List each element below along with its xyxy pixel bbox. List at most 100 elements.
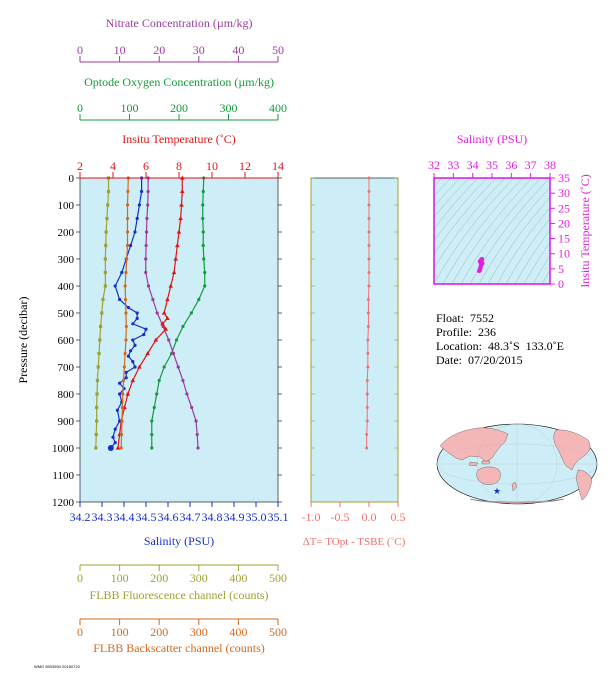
oxygen-point	[201, 230, 205, 234]
footer-id: WMO 5903594 20150720	[34, 664, 80, 669]
ts-yaxis-label: Insitu Temperature (˚C)	[578, 174, 592, 288]
backscatter-tick-label: 100	[111, 625, 129, 639]
profile-series-layer	[94, 175, 207, 451]
backscatter-point	[119, 432, 124, 437]
backscatter-tick-label: 500	[269, 625, 287, 639]
salinity-point	[135, 216, 139, 221]
oxygen-point	[201, 203, 205, 207]
pressure-tick-label: 100	[58, 200, 75, 212]
ts-isopycnal	[434, 178, 506, 269]
nitrate-point	[144, 230, 149, 234]
salinity-point	[113, 441, 117, 445]
temperature-point	[115, 445, 121, 450]
pressure-tick-label: 1200	[52, 497, 75, 509]
backscatter-point	[125, 216, 130, 221]
ts-ytick-label: 30	[558, 186, 570, 200]
delta-t-point	[365, 379, 369, 382]
oxygen-point	[201, 216, 205, 221]
fluorescence-point	[94, 446, 98, 450]
fluorescence-point	[95, 378, 100, 383]
salinity-tick-label: 34.5	[136, 510, 157, 524]
temperature-tick-label: 10	[206, 159, 218, 173]
fluorescence-tick-label: 0	[77, 571, 83, 585]
backscatter-tick-label: 400	[229, 625, 247, 639]
salinity-point	[133, 343, 137, 347]
backscatter-point	[120, 419, 124, 423]
nitrate-point	[144, 270, 148, 275]
temperature-point	[145, 351, 150, 356]
fluorescence-tick-label: 300	[190, 571, 208, 585]
temperature-point	[175, 243, 180, 248]
temperature-point	[160, 321, 165, 326]
ts-isopycnal	[496, 207, 550, 284]
oxygen-point	[201, 243, 205, 248]
salinity-tick-label: 35.1	[268, 510, 289, 524]
ts-isopycnal	[460, 178, 542, 284]
ts-ytick-label: 35	[558, 171, 570, 185]
backscatter-point	[125, 257, 129, 261]
salinity-tick-label: 34.4	[114, 510, 135, 524]
oxygen-tick-label: 0	[77, 101, 83, 115]
salinity-tick-label: 34.2	[70, 510, 91, 524]
fluorescence-point	[94, 432, 98, 437]
nitrate-point	[145, 216, 149, 221]
backscatter-point	[126, 189, 130, 194]
oxygen-point	[162, 365, 166, 369]
ts-ytick-label: 20	[558, 216, 570, 230]
ts-xaxis-label: Salinity (PSU)	[457, 132, 527, 146]
oxygen-point	[181, 324, 185, 329]
salinity-point	[131, 338, 135, 342]
delta-t-point	[367, 176, 371, 180]
temperature-point	[130, 378, 136, 383]
ts-points-layer	[477, 256, 485, 274]
nitrate-point	[195, 432, 199, 437]
delta-t-point	[366, 338, 370, 342]
ts-isopycnal	[434, 178, 452, 197]
oxygen-point	[202, 257, 206, 261]
fluorescence-point	[103, 257, 107, 261]
salinity-point	[124, 370, 128, 374]
delta-t-series-layer	[365, 176, 371, 450]
temperature-tick-label: 6	[143, 159, 149, 173]
delta-t-point	[365, 392, 369, 396]
nitrate-point	[171, 351, 176, 356]
nitrate-point	[176, 365, 180, 369]
ts-ytick-label: 5	[558, 262, 564, 276]
salinity-point	[133, 230, 137, 234]
backscatter-point	[123, 351, 127, 356]
oxygen-point	[197, 297, 201, 302]
temperature-tick-label: 2	[77, 159, 83, 173]
oxygen-point	[157, 378, 161, 383]
delta-t-point	[365, 446, 369, 450]
pressure-tick-label: 500	[58, 308, 75, 320]
backscatter-point	[120, 405, 124, 410]
salinity-point	[118, 392, 122, 396]
location-map: ★	[436, 423, 598, 505]
nitrate-point	[185, 392, 189, 396]
fluorescence-point	[95, 392, 99, 396]
delta-t-point	[365, 406, 369, 409]
backscatter-axis-label: FLBB Backscatter channel (counts)	[93, 641, 265, 655]
temperature-point	[173, 256, 178, 261]
salinity-tick-label: 35.0	[246, 510, 267, 524]
salinity-axis-label: Salinity (PSU)	[144, 534, 214, 548]
ts-isopycnal	[434, 178, 461, 207]
ts-isopycnal	[434, 178, 515, 284]
salinity-last-point	[107, 445, 114, 451]
salinity-point	[135, 316, 139, 320]
ts-isopycnal	[478, 187, 550, 284]
salinity-axis: 34.2 34.3 34.4 34.5 34.6 34.7 34.8 34.9 35.0 35.1	[70, 502, 289, 524]
salinity-point	[118, 381, 122, 385]
temperature-tick-label: 8	[176, 159, 182, 173]
backscatter-point	[122, 365, 126, 369]
fluorescence-tick-label: 100	[111, 571, 129, 585]
salinity-point	[118, 419, 122, 423]
backscatter-point	[119, 446, 123, 450]
temperature-point	[163, 326, 169, 331]
pressure-tick-label: 400	[58, 281, 75, 293]
ts-ytick-label: 10	[558, 247, 570, 261]
ts-isopycnal	[541, 269, 550, 284]
fluorescence-tick-label: 400	[229, 571, 247, 585]
